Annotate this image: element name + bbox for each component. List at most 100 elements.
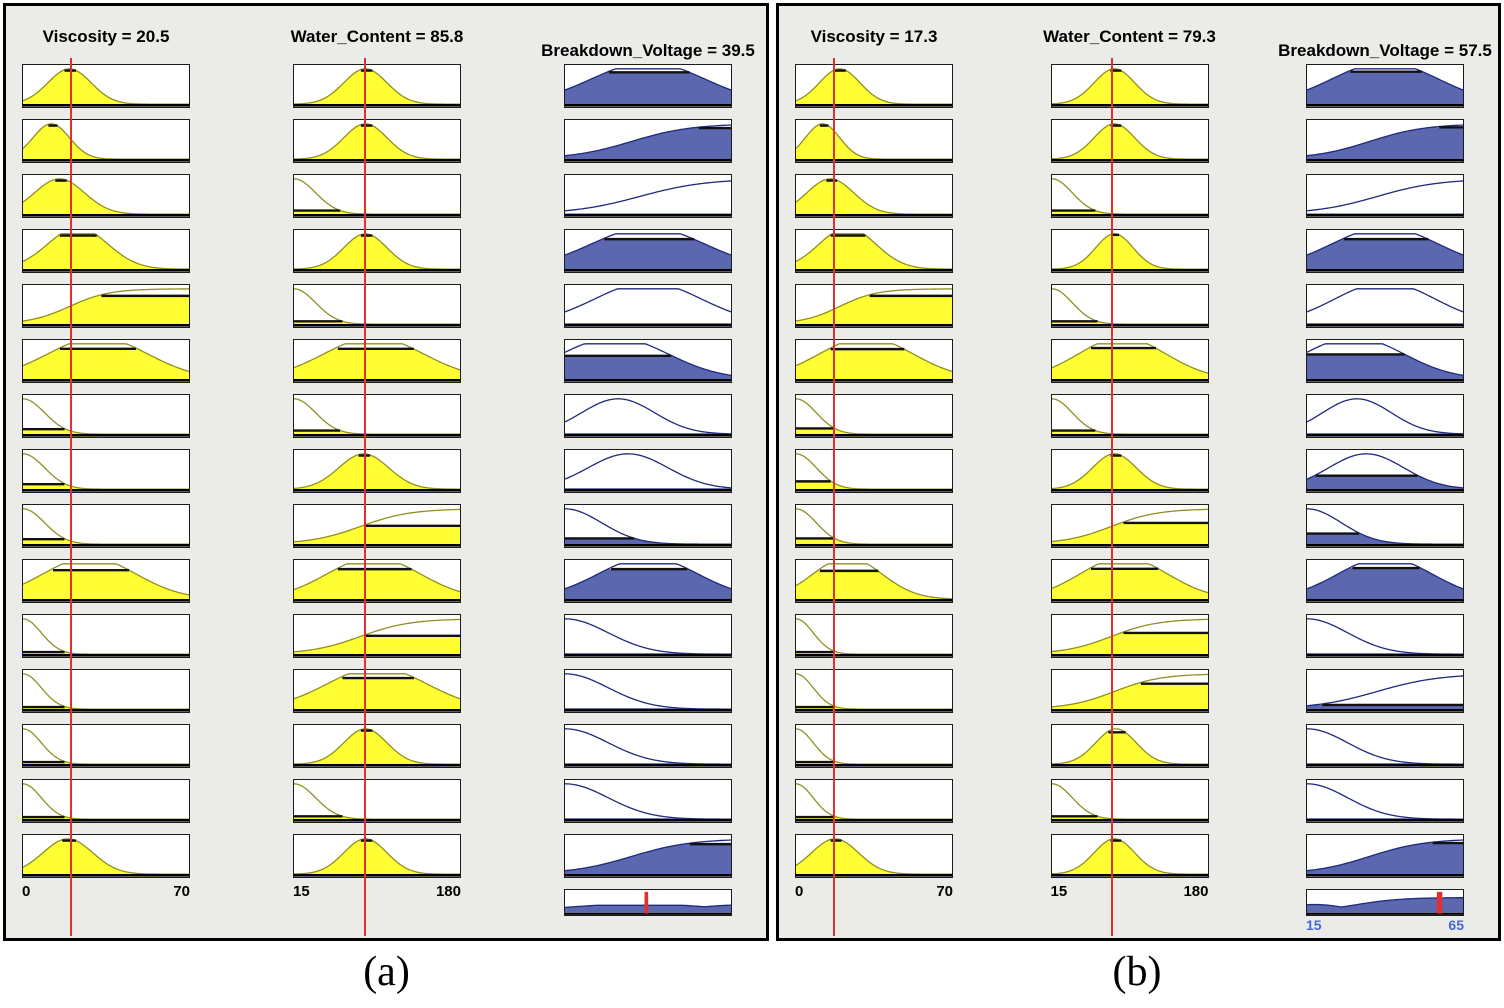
mf-plot xyxy=(1306,504,1464,548)
mf-plot xyxy=(293,559,461,603)
mf-outline xyxy=(565,784,731,819)
mf-plot xyxy=(1050,64,1209,108)
mf-fill-area xyxy=(565,433,731,435)
mf-curve-svg xyxy=(1307,450,1463,492)
mf-curve-svg xyxy=(1051,340,1208,382)
mf-plot xyxy=(293,394,461,438)
mf-curve-svg xyxy=(294,505,460,547)
mf-fill-area xyxy=(1307,239,1463,270)
mf-fill-area xyxy=(1051,732,1208,765)
mf-plot xyxy=(1306,394,1464,438)
mf-fill-area xyxy=(796,570,952,600)
mf-fill-area xyxy=(294,525,460,545)
mf-fill-area xyxy=(1307,433,1463,435)
mf-plot xyxy=(564,229,732,273)
mf-plot xyxy=(795,284,953,328)
mf-fill-area xyxy=(796,235,952,270)
mf-plot xyxy=(1050,394,1209,438)
mf-curve-svg xyxy=(565,560,731,602)
caption-row: (a) (b) xyxy=(0,941,1504,1003)
aggregate-fill-area xyxy=(1307,897,1463,913)
column-viscosity: Viscosity = 20.5 0 70 xyxy=(22,10,190,938)
mf-curve-svg xyxy=(23,340,189,382)
mf-plot xyxy=(22,119,190,163)
axis-max-label: 180 xyxy=(435,883,461,900)
mf-outline xyxy=(565,234,731,255)
mf-plot xyxy=(1050,119,1209,163)
mf-fill-area xyxy=(23,180,189,215)
mf-plot xyxy=(1050,724,1209,768)
mf-plot xyxy=(293,724,461,768)
mf-outline xyxy=(565,399,731,434)
mf-outline xyxy=(565,840,731,871)
mf-fill-area xyxy=(565,844,731,875)
panel-a-cols: Viscosity = 20.5 0 70 Water_Content = 85.8 1… xyxy=(6,6,766,938)
mf-outline xyxy=(1307,344,1463,376)
mf-curve-svg xyxy=(294,340,460,382)
mf-curve-svg xyxy=(565,230,731,272)
mf-fill-area xyxy=(23,348,189,380)
mf-outline xyxy=(1307,564,1463,589)
mf-curve-svg xyxy=(294,395,460,437)
mf-outline xyxy=(1052,674,1208,706)
mf-fill-area xyxy=(1051,522,1208,545)
mf-fill-area xyxy=(1307,127,1463,160)
mf-outline xyxy=(294,69,460,104)
mf-outline xyxy=(565,69,731,90)
axis-labels: 0 70 xyxy=(22,884,190,902)
mf-plot xyxy=(1050,559,1209,603)
mf-plot xyxy=(293,779,461,823)
mf-fill-area xyxy=(23,295,189,325)
mf-plot xyxy=(22,559,190,603)
mf-outline xyxy=(294,454,460,489)
mf-outline xyxy=(294,674,460,699)
mf-curve-svg xyxy=(796,450,952,492)
mf-outline xyxy=(565,125,731,156)
output-axis-labels: 15 65 xyxy=(1306,918,1464,934)
mf-outline xyxy=(796,289,952,321)
column-breakdown-voltage: Breakdown_Voltage = 39.5 xyxy=(541,10,755,938)
mf-plot xyxy=(564,284,732,328)
mf-fill-area xyxy=(23,570,189,600)
mf-curve-svg xyxy=(1307,230,1463,272)
mf-curve-svg xyxy=(1051,450,1208,492)
mf-plot xyxy=(795,779,953,823)
mf-curve-svg xyxy=(23,65,189,107)
caption-a: (a) xyxy=(363,949,410,995)
mf-fill-area xyxy=(294,840,460,875)
mf-curve-svg xyxy=(1051,65,1208,107)
mf-plot xyxy=(22,669,190,713)
mf-plot xyxy=(293,229,461,273)
mf-curve-svg xyxy=(565,340,731,382)
mf-outline xyxy=(1307,289,1463,312)
mf-plot xyxy=(293,504,461,548)
mf-curve-svg xyxy=(1307,835,1463,877)
mf-plot xyxy=(22,834,190,878)
mf-fill-area xyxy=(1051,234,1208,270)
mf-curve-svg xyxy=(1307,120,1463,162)
mf-fill-area xyxy=(1051,840,1208,875)
mf-plot xyxy=(795,394,953,438)
mf-outline xyxy=(1052,454,1208,489)
mf-curve-svg xyxy=(1051,175,1208,217)
mf-plot xyxy=(293,614,461,658)
mf-curve-svg xyxy=(1051,670,1208,712)
mf-curve-svg xyxy=(294,65,460,107)
mf-outline xyxy=(23,564,189,595)
mf-outline xyxy=(23,729,189,764)
mf-curve-svg xyxy=(1307,285,1463,327)
mf-plot xyxy=(564,614,732,658)
mf-curve-svg xyxy=(294,175,460,217)
mf-plot xyxy=(795,504,953,548)
mf-curve-svg xyxy=(23,780,189,822)
mf-plot xyxy=(1050,174,1209,218)
mf-plot xyxy=(293,834,461,878)
column-title: Viscosity = 20.5 xyxy=(42,27,170,46)
mf-plot xyxy=(22,779,190,823)
mf-plot xyxy=(293,284,461,328)
mf-plot xyxy=(1306,339,1464,383)
mf-curve-svg xyxy=(796,725,952,767)
axis-min-label: 0 xyxy=(795,883,804,900)
mf-curve-svg xyxy=(1051,725,1208,767)
mf-fill-area xyxy=(1051,70,1208,105)
